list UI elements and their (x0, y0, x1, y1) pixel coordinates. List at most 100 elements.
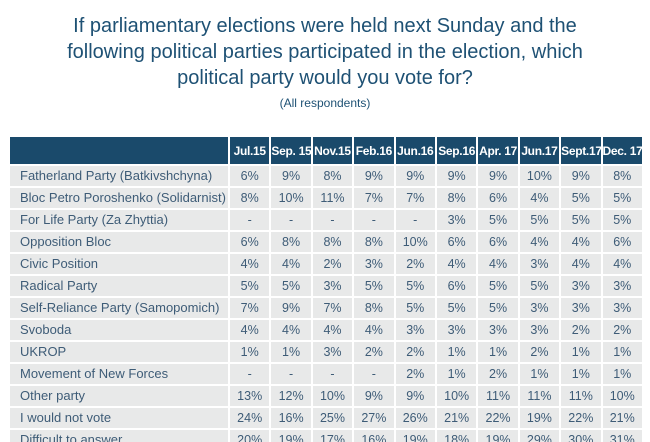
value-cell: 4% (561, 254, 601, 274)
value-cell: 7% (354, 188, 394, 208)
value-cell: 10% (602, 386, 642, 406)
column-header: Nov.15 (312, 137, 353, 164)
value-cell: 3% (354, 254, 394, 274)
poll-table-body: Fatherland Party (Batkivshchyna) 6% 9% 8% 9%… (10, 166, 642, 442)
table-row: Bloc Petro Poroshenko (Solidarnist) 8% 10%… (10, 188, 642, 208)
value-cell: 3% (519, 298, 560, 318)
value-cell: 4% (478, 254, 518, 274)
value-cell: 6% (436, 232, 477, 252)
value-cell: 10% (271, 188, 311, 208)
value-cell: 5% (602, 188, 642, 208)
party-name-cell: For Life Party (Za Zhyttia) (10, 210, 228, 230)
value-cell: 16% (354, 430, 394, 442)
party-name-cell: UKROP (10, 342, 228, 362)
value-cell: 3% (312, 276, 353, 296)
poll-table-header: Jul.15 Sep. 15 Nov.15 Feb.16 Jun.16 Sep.16 Apr… (10, 137, 642, 164)
party-name-cell: Fatherland Party (Batkivshchyna) (10, 166, 228, 186)
value-cell: 3% (519, 320, 560, 340)
value-cell: - (354, 364, 394, 384)
value-cell: 22% (478, 408, 518, 428)
value-cell: 4% (230, 320, 270, 340)
value-cell: 10% (312, 386, 353, 406)
party-name-cell: Movement of New Forces (10, 364, 228, 384)
value-cell: 4% (519, 232, 560, 252)
party-name-cell: Radical Party (10, 276, 228, 296)
corner-cell (10, 137, 228, 164)
party-name-cell: Svoboda (10, 320, 228, 340)
party-name-cell: Bloc Petro Poroshenko (Solidarnist) (10, 188, 228, 208)
poll-results-table: Jul.15 Sep. 15 Nov.15 Feb.16 Jun.16 Sep.16 Apr… (8, 135, 644, 442)
value-cell: 6% (230, 166, 270, 186)
value-cell: 7% (395, 188, 435, 208)
table-row: Radical Party 5% 5% 3% 5% 5% 6% 5% 5% 3% 3% (10, 276, 642, 296)
value-cell: 4% (271, 320, 311, 340)
header-row: Jul.15 Sep. 15 Nov.15 Feb.16 Jun.16 Sep.16 Apr… (10, 137, 642, 164)
value-cell: - (230, 364, 270, 384)
value-cell: 20% (230, 430, 270, 442)
value-cell: 5% (478, 210, 518, 230)
column-header: Sept.17 (561, 137, 601, 164)
value-cell: 18% (436, 430, 477, 442)
value-cell: 4% (230, 254, 270, 274)
value-cell: 3% (436, 320, 477, 340)
value-cell: 5% (478, 298, 518, 318)
survey-question-title: If parliamentary elections were held nex… (67, 15, 583, 89)
value-cell: 8% (602, 166, 642, 186)
value-cell: 9% (436, 166, 477, 186)
value-cell: 11% (478, 386, 518, 406)
value-cell: 11% (561, 386, 601, 406)
column-header: Jul.15 (230, 137, 270, 164)
value-cell: 6% (478, 232, 518, 252)
value-cell: 5% (395, 298, 435, 318)
value-cell: 1% (230, 342, 270, 362)
value-cell: 9% (478, 166, 518, 186)
value-cell: 1% (561, 342, 601, 362)
value-cell: 5% (271, 276, 311, 296)
value-cell: 6% (478, 188, 518, 208)
value-cell: - (271, 210, 311, 230)
value-cell: - (395, 210, 435, 230)
value-cell: 10% (395, 232, 435, 252)
table-row: Other party 13% 12% 10% 9% 9% 10% 11% 11% 11% 10% (10, 386, 642, 406)
value-cell: 5% (436, 298, 477, 318)
value-cell: 5% (395, 276, 435, 296)
table-row: Opposition Bloc 6% 8% 8% 8% 10% 6% 6% 4% 4% 6% (10, 232, 642, 252)
value-cell: 17% (312, 430, 353, 442)
value-cell: 2% (395, 364, 435, 384)
value-cell: 2% (395, 342, 435, 362)
table-row: Difficult to answer 20% 19% 17% 16% 19% 18% 19%… (10, 430, 642, 442)
table-row: Self-Reliance Party (Samopomich) 7% 9% 7% 8%… (10, 298, 642, 318)
value-cell: 25% (312, 408, 353, 428)
value-cell: 9% (271, 166, 311, 186)
value-cell: 19% (395, 430, 435, 442)
value-cell: 8% (436, 188, 477, 208)
value-cell: 3% (602, 298, 642, 318)
value-cell: - (271, 364, 311, 384)
value-cell: 21% (436, 408, 477, 428)
value-cell: 7% (230, 298, 270, 318)
value-cell: 5% (519, 276, 560, 296)
value-cell: 3% (561, 298, 601, 318)
value-cell: 9% (271, 298, 311, 318)
value-cell: 9% (561, 166, 601, 186)
value-cell: - (312, 364, 353, 384)
value-cell: 19% (519, 408, 560, 428)
value-cell: 6% (602, 232, 642, 252)
column-header: Jun.16 (395, 137, 435, 164)
value-cell: 1% (271, 342, 311, 362)
value-cell: 1% (561, 364, 601, 384)
value-cell: 4% (602, 254, 642, 274)
value-cell: 2% (395, 254, 435, 274)
value-cell: 30% (561, 430, 601, 442)
party-name-cell: Self-Reliance Party (Samopomich) (10, 298, 228, 318)
value-cell: 5% (519, 210, 560, 230)
value-cell: 27% (354, 408, 394, 428)
value-cell: 2% (354, 342, 394, 362)
value-cell: 11% (312, 188, 353, 208)
value-cell: 4% (436, 254, 477, 274)
table-row: For Life Party (Za Zhyttia) - - - - -3% 5% 5% 5%… (10, 210, 642, 230)
value-cell: - (230, 210, 270, 230)
value-cell: 1% (519, 364, 560, 384)
value-cell: 3% (561, 276, 601, 296)
table-row: Movement of New Forces - - - -2% 1% 2% 1% 1% 1% (10, 364, 642, 384)
